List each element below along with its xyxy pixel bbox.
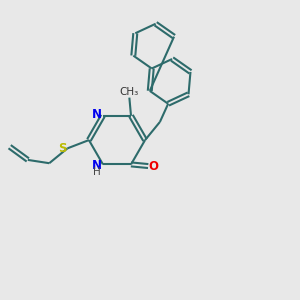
Text: N: N [92, 108, 102, 121]
Text: H: H [93, 167, 101, 177]
Text: N: N [92, 159, 102, 172]
Text: O: O [148, 160, 158, 172]
Text: CH₃: CH₃ [120, 87, 139, 97]
Text: S: S [58, 142, 67, 155]
